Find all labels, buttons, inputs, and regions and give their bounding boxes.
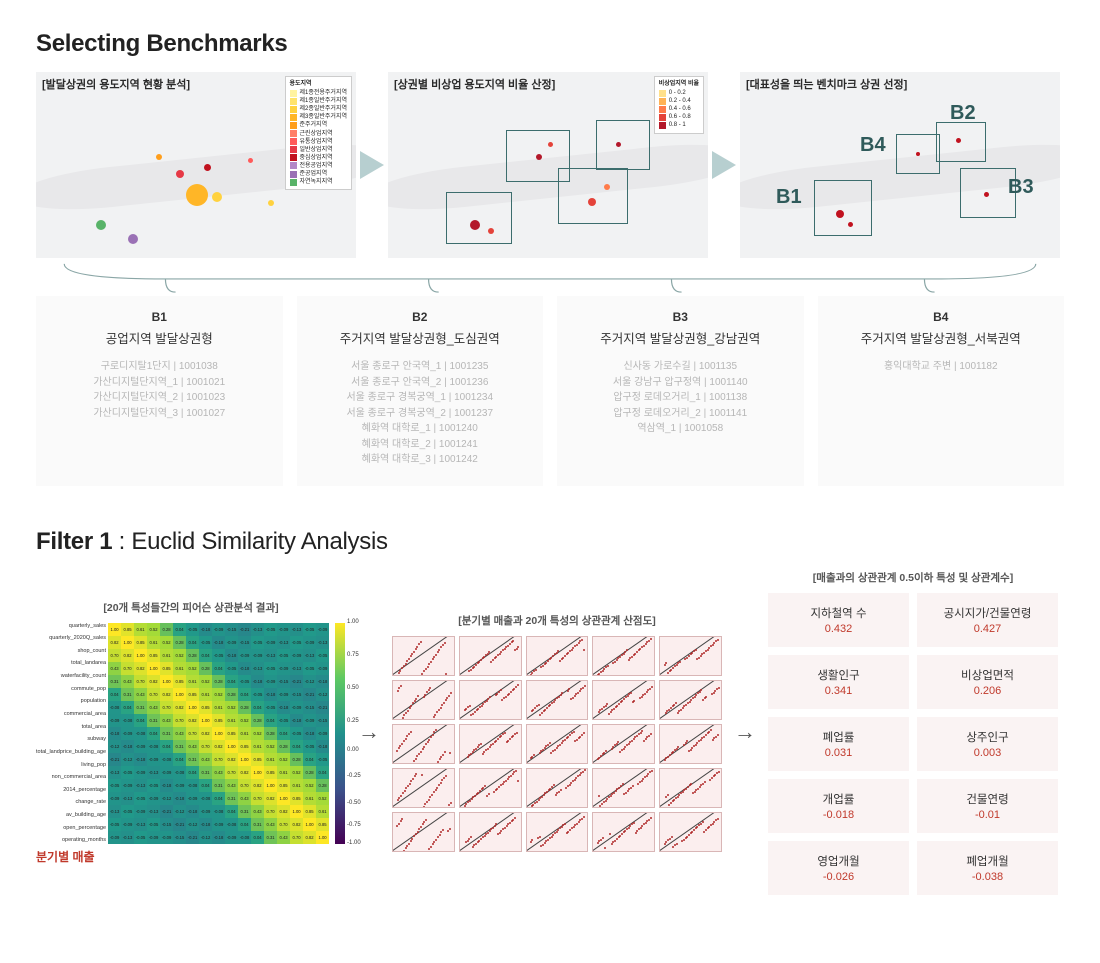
bench-title: 주거지역 발달상권형_도심권역 xyxy=(307,328,534,347)
bench-items: 서울 종로구 안국역_1 | 1001235서울 종로구 안국역_2 | 100… xyxy=(307,359,534,468)
bench-items: 홍익대학교 주변 | 1001182 xyxy=(828,359,1055,375)
bracket-connector xyxy=(44,262,1056,294)
map-panel-2: [상권별 비상업 용도지역 비율 산정] 비상업지역 비율 0 - 0.20.2… xyxy=(388,72,708,258)
arrow-icon: → xyxy=(732,719,758,745)
arrow-icon xyxy=(712,151,736,179)
map2-legend: 비상업지역 비율 0 - 0.20.2 - 0.40.4 - 0.60.6 - … xyxy=(654,76,704,134)
map1-caption: [발달상권의 용도지역 현황 분석] xyxy=(42,76,190,92)
section2-title: Filter 1 : Euclid Similarity Analysis xyxy=(36,528,1064,556)
map3-caption: [대표성을 띄는 벤치마크 상권 선정] xyxy=(746,76,907,92)
bench-title: 주거지역 발달상권형_서북권역 xyxy=(828,328,1055,347)
map1-legend-items: 제1종전용주거지역제1종일반주거지역제2종일반주거지역제3종일반주거지역준주거지… xyxy=(290,89,348,186)
corr-table-block: [매출과의 상관관계 0.5이하 특성 및 상관계수] 지하철역 수0.432공… xyxy=(768,570,1058,895)
bench-code: B1 xyxy=(46,310,273,324)
arrow-icon xyxy=(360,151,384,179)
bench-items: 신사동 가로수길 | 1001135서울 강남구 압구정역 | 1001140압… xyxy=(567,359,794,437)
bench-items: 구로디지탈1단지 | 1001038가산디지털단지역_1 | 1001021가산… xyxy=(46,359,273,421)
heatmap-grid: 1.000.850.610.520.280.04-0.05-0.18-0.09-… xyxy=(108,623,329,844)
map1-legend: 용도지역 제1종전용주거지역제1종일반주거지역제2종일반주거지역제3종일반주거지… xyxy=(285,76,353,190)
bench-card-b3: B3 주거지역 발달상권형_강남권역 신사동 가로수길 | 1001135서울 … xyxy=(557,296,804,486)
bench-title: 주거지역 발달상권형_강남권역 xyxy=(567,328,794,347)
section2-title-bold: Filter 1 xyxy=(36,528,112,555)
map2-legend-title: 비상업지역 비율 xyxy=(659,80,699,88)
filter1-row: [20개 특성들간의 피어슨 상관분석 결과] quarterly_salesq… xyxy=(36,570,1064,895)
benchmark-cards: B1 공업지역 발달상권형 구로디지탈1단지 | 1001038가산디지털단지역… xyxy=(36,296,1064,486)
bench-code: B2 xyxy=(307,310,534,324)
section2-title-rest: : Euclid Similarity Analysis xyxy=(112,528,387,555)
arrow-icon: → xyxy=(356,719,382,745)
bench-code: B3 xyxy=(567,310,794,324)
bench-card-b4: B4 주거지역 발달상권형_서북권역 홍익대학교 주변 | 1001182 xyxy=(818,296,1065,486)
bench-title: 공업지역 발달상권형 xyxy=(46,328,273,347)
map1-legend-title: 용도지역 xyxy=(290,80,348,88)
bench-code: B4 xyxy=(828,310,1055,324)
map2-caption: [상권별 비상업 용도지역 비율 산정] xyxy=(394,76,555,92)
corr-caption: [매출과의 상관관계 0.5이하 특성 및 상관계수] xyxy=(768,570,1058,585)
heatmap-y-labels: quarterly_salesquarterly_2020Q_salesshop… xyxy=(36,623,108,844)
scatter-block: [분기별 매출과 20개 특성의 상관관계 산점도] xyxy=(392,613,722,852)
scatter-grid xyxy=(392,636,722,852)
heatmap-caption: [20개 특성들간의 피어슨 상관분석 결과] xyxy=(36,600,346,615)
map2-legend-items: 0 - 0.20.2 - 0.40.4 - 0.60.6 - 0.80.8 - … xyxy=(659,89,699,129)
heatmap-colorbar: 1.000.750.500.250.00-0.25-0.50-0.75-1.00 xyxy=(335,623,345,844)
maps-row: [발달상권의 용도지역 현황 분석] 용도지역 제1종전용주거지역제1종일반주거… xyxy=(36,72,1064,258)
heatmap-block: [20개 특성들간의 피어슨 상관분석 결과] quarterly_salesq… xyxy=(36,600,346,865)
scatter-caption: [분기별 매출과 20개 특성의 상관관계 산점도] xyxy=(392,613,722,628)
section1-title: Selecting Benchmarks xyxy=(36,30,1064,58)
map-panel-3: [대표성을 띄는 벤치마크 상권 선정] B1B2B3B4 xyxy=(740,72,1060,258)
map-panel-1: [발달상권의 용도지역 현황 분석] 용도지역 제1종전용주거지역제1종일반주거… xyxy=(36,72,356,258)
heatmap-axis-label: 분기별 매출 xyxy=(36,848,346,865)
bench-card-b2: B2 주거지역 발달상권형_도심권역 서울 종로구 안국역_1 | 100123… xyxy=(297,296,544,486)
corr-grid: 지하철역 수0.432공시지가/건물연령0.427생활인구0.341비상업면적0… xyxy=(768,593,1058,895)
bench-card-b1: B1 공업지역 발달상권형 구로디지탈1단지 | 1001038가산디지털단지역… xyxy=(36,296,283,486)
